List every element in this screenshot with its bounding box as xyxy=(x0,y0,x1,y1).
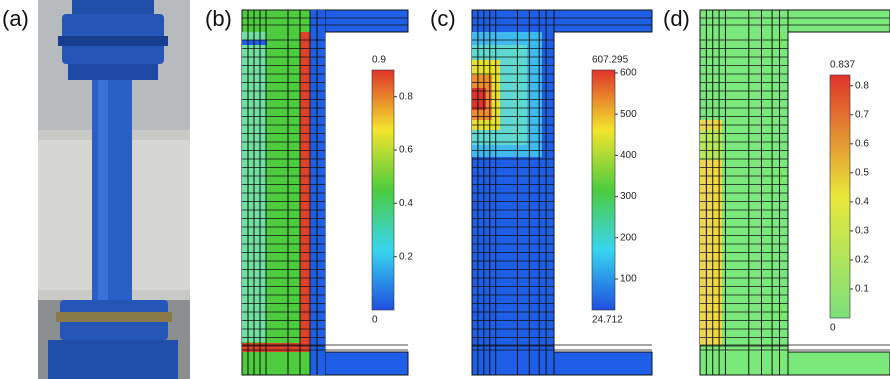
colorbar-max: 0.9 xyxy=(372,55,386,66)
panel-label: (a) xyxy=(2,6,29,31)
panel-label: (c) xyxy=(430,6,456,31)
colorbar-tick-label: 0.5 xyxy=(855,167,869,178)
colorbar-tick-label: 0.8 xyxy=(855,80,869,91)
panels: (a) (b) (c) (d) 0.9 0 0.2 0.4 0.6 0.8 607.295 24.71… xyxy=(2,6,890,376)
colorbar-min: 0 xyxy=(372,315,378,326)
colorbar-min: 0 xyxy=(830,323,836,334)
colorbar-tick-label: 0.2 xyxy=(855,255,869,266)
colorbar-max: 0.837 xyxy=(830,60,855,71)
zone xyxy=(472,88,486,110)
colorbar-tick-label: 0.4 xyxy=(399,198,413,209)
colorbar-tick-label: 200 xyxy=(620,232,637,243)
zone xyxy=(242,343,310,352)
colorbar-tick-label: 0.4 xyxy=(855,197,869,208)
colorbar-min: 24.712 xyxy=(592,315,623,326)
photo xyxy=(38,0,190,379)
colorbar-tick-label: 300 xyxy=(620,191,637,202)
colorbar-tick-label: 0.3 xyxy=(855,226,869,237)
zone xyxy=(300,32,310,352)
colorbar-tick-label: 0.6 xyxy=(399,145,413,156)
colorbar xyxy=(591,69,616,311)
colorbar xyxy=(371,69,395,311)
colorbar-tick-label: 600 xyxy=(620,68,637,79)
mesh xyxy=(241,9,409,376)
colorbar-tick-label: 0.6 xyxy=(855,138,869,149)
panel-label: (b) xyxy=(205,6,232,31)
colorbar-tick-label: 100 xyxy=(620,274,637,285)
colorbar-tick-label: 500 xyxy=(620,109,637,120)
colorbar-max: 607.295 xyxy=(592,55,629,66)
colorbar-tick-label: 400 xyxy=(620,150,637,161)
colorbar-tick-label: 0.2 xyxy=(399,251,413,262)
mesh xyxy=(699,9,890,376)
mesh xyxy=(471,9,653,376)
panel-label: (d) xyxy=(663,6,690,31)
colorbar-tick-label: 0.1 xyxy=(855,284,869,295)
colorbar-tick-label: 0.8 xyxy=(399,91,413,102)
colorbar-tick-label: 0.7 xyxy=(855,109,869,120)
zone xyxy=(700,130,722,160)
colorbar xyxy=(829,74,851,319)
